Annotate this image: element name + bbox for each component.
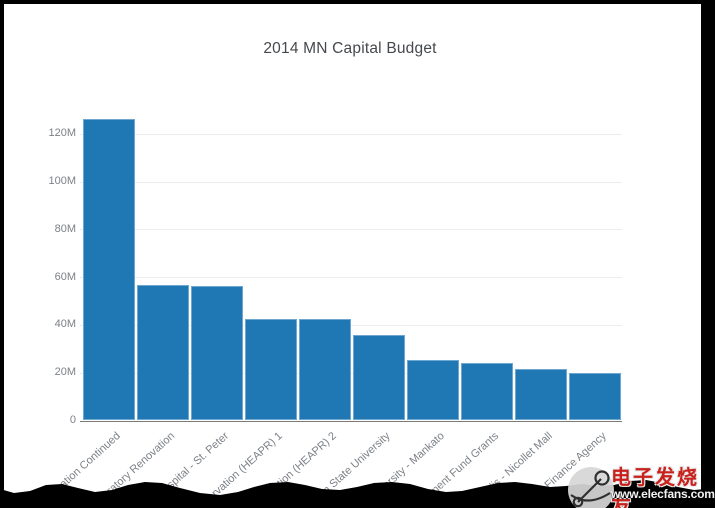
gridline <box>80 181 622 183</box>
bar[interactable] <box>245 318 297 421</box>
gridline <box>80 133 622 135</box>
gridline <box>80 229 622 231</box>
bar[interactable] <box>515 369 567 421</box>
gridline <box>80 324 622 326</box>
y-tick-label: 0 <box>69 414 76 426</box>
y-tick-label: 100M <box>48 175 76 187</box>
y-tick-label: 20M <box>54 366 76 379</box>
bar[interactable] <box>353 334 405 421</box>
y-tick-label: 120M <box>48 127 76 140</box>
right-border <box>701 0 715 508</box>
bar[interactable] <box>299 318 351 421</box>
watermark-url-text: www.elecfans.com <box>611 487 715 501</box>
bar[interactable] <box>137 284 189 421</box>
bar[interactable] <box>407 359 459 421</box>
bar[interactable] <box>461 363 513 421</box>
y-tick-label: 80M <box>54 222 76 235</box>
y-tick-label: 60M <box>54 270 76 283</box>
bar-chart: 2014 MN Capital Budget 0 20M 40M 60M 80M 100M… <box>4 4 701 508</box>
chart-title: 2014 MN Capital Budget <box>263 40 437 57</box>
gridline <box>80 372 622 374</box>
x-axis-line <box>80 420 622 422</box>
gridline <box>80 277 622 279</box>
bar[interactable] <box>83 118 135 421</box>
bar[interactable] <box>569 372 621 421</box>
bar[interactable] <box>191 285 243 421</box>
y-tick-label: 40M <box>54 318 76 331</box>
